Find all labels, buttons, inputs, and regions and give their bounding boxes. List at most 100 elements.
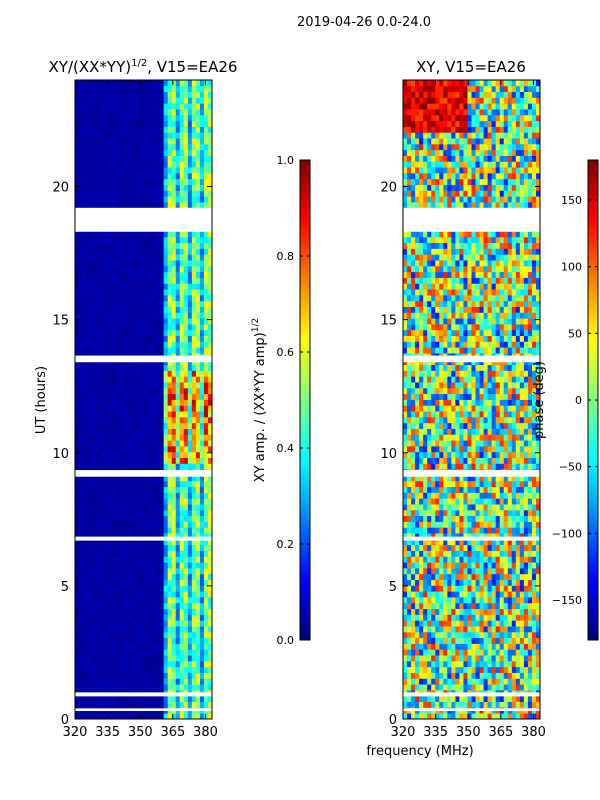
heatmap-cell bbox=[463, 591, 468, 598]
heatmap-cell bbox=[75, 527, 80, 534]
heatmap-cell bbox=[91, 329, 96, 336]
heatmap-cell bbox=[107, 434, 112, 441]
heatmap-cell bbox=[111, 138, 116, 145]
heatmap-cell bbox=[191, 695, 197, 702]
heatmap-cell bbox=[155, 242, 161, 249]
heatmap-cell bbox=[79, 97, 84, 104]
heatmap-cell bbox=[87, 138, 92, 145]
heatmap-cell bbox=[147, 428, 152, 435]
heatmap-cell bbox=[159, 637, 165, 644]
heatmap-cell bbox=[191, 399, 197, 406]
heatmap-cell bbox=[435, 655, 440, 662]
heatmap-cell bbox=[195, 620, 201, 627]
heatmap-cell bbox=[411, 620, 416, 627]
heatmap-cell bbox=[79, 666, 84, 673]
heatmap-cell bbox=[135, 422, 140, 429]
heatmap-cell bbox=[107, 585, 112, 592]
heatmap-cell bbox=[519, 515, 525, 522]
heatmap-cell bbox=[179, 120, 185, 127]
heatmap-cell bbox=[131, 155, 136, 162]
heatmap-cell bbox=[515, 655, 521, 662]
heatmap-cell bbox=[195, 591, 201, 598]
heatmap-cell bbox=[519, 562, 525, 569]
heatmap-cell bbox=[487, 660, 493, 668]
heatmap-cell bbox=[415, 562, 420, 569]
heatmap-cell bbox=[407, 666, 412, 673]
heatmap-cell bbox=[79, 684, 84, 691]
heatmap-cell bbox=[479, 649, 484, 656]
heatmap-cell bbox=[511, 573, 517, 580]
heatmap-cell bbox=[123, 283, 128, 290]
heatmap-cell bbox=[127, 533, 132, 540]
heatmap-cell bbox=[199, 672, 205, 679]
heatmap-cell bbox=[407, 660, 412, 668]
heatmap-cell bbox=[435, 556, 440, 563]
heatmap-cell bbox=[163, 405, 169, 412]
heatmap-cell bbox=[91, 614, 96, 621]
heatmap-cell bbox=[199, 695, 205, 702]
heatmap-cell bbox=[111, 329, 116, 336]
heatmap-cell bbox=[175, 562, 181, 569]
heatmap-cell bbox=[79, 556, 84, 563]
heatmap-cell bbox=[187, 649, 193, 656]
heatmap-cell bbox=[203, 149, 209, 156]
heatmap-cell bbox=[127, 265, 132, 273]
heatmap-cell bbox=[123, 521, 128, 528]
heatmap-cell bbox=[139, 114, 144, 122]
heatmap-cell bbox=[483, 521, 489, 528]
heatmap-cell bbox=[123, 457, 128, 464]
heatmap-cell bbox=[171, 533, 177, 540]
heatmap-cell bbox=[107, 550, 112, 557]
heatmap-cell bbox=[119, 713, 124, 720]
heatmap-cell bbox=[183, 80, 189, 87]
heatmap-cell bbox=[131, 684, 136, 691]
heatmap-cell bbox=[175, 370, 181, 377]
heatmap-cell bbox=[155, 323, 161, 331]
heatmap-cell bbox=[163, 178, 169, 185]
heatmap-cell bbox=[427, 602, 432, 610]
heatmap-cell bbox=[107, 492, 112, 499]
heatmap-cell bbox=[443, 614, 448, 621]
heatmap-cell bbox=[167, 347, 173, 354]
heatmap-cell bbox=[155, 277, 161, 284]
heatmap-cell bbox=[91, 242, 96, 249]
heatmap-cell bbox=[143, 271, 148, 278]
heatmap-cell bbox=[115, 306, 120, 313]
heatmap-cell bbox=[531, 655, 537, 662]
heatmap-cell bbox=[191, 300, 197, 307]
heatmap-cell bbox=[147, 323, 152, 331]
heatmap-cell bbox=[91, 80, 96, 87]
heatmap-cell bbox=[207, 509, 213, 517]
heatmap-cell bbox=[195, 602, 201, 610]
heatmap-cell bbox=[95, 347, 100, 354]
heatmap-cell bbox=[175, 149, 181, 156]
colorbar-amplitude-bar bbox=[299, 159, 311, 641]
heatmap-cell bbox=[79, 184, 84, 191]
heatmap-cell bbox=[111, 335, 116, 342]
heatmap-cell bbox=[75, 451, 80, 458]
heatmap-cell bbox=[167, 597, 173, 604]
heatmap-cell bbox=[431, 573, 436, 580]
heatmap-cell bbox=[123, 103, 128, 110]
heatmap-cell bbox=[467, 597, 472, 604]
heatmap-cell bbox=[111, 416, 116, 424]
heatmap-cell bbox=[171, 498, 177, 505]
heatmap-cell bbox=[75, 172, 80, 180]
heatmap-cell bbox=[83, 167, 88, 174]
heatmap-cell bbox=[75, 492, 80, 499]
heatmap-cell bbox=[151, 527, 156, 534]
heatmap-cell bbox=[159, 196, 165, 203]
heatmap-cell bbox=[123, 260, 128, 267]
heatmap-cell bbox=[419, 602, 424, 610]
heatmap-cell bbox=[87, 562, 92, 569]
heatmap-cell bbox=[159, 440, 165, 447]
heatmap-cell bbox=[103, 544, 108, 551]
heatmap-cell bbox=[103, 201, 108, 209]
heatmap-cell bbox=[159, 597, 165, 604]
heatmap-cell bbox=[171, 614, 177, 621]
heatmap-cell bbox=[111, 684, 116, 691]
heatmap-cell bbox=[507, 585, 513, 592]
heatmap-cell bbox=[207, 643, 213, 650]
heatmap-cell bbox=[75, 155, 80, 162]
heatmap-cell bbox=[107, 573, 112, 580]
